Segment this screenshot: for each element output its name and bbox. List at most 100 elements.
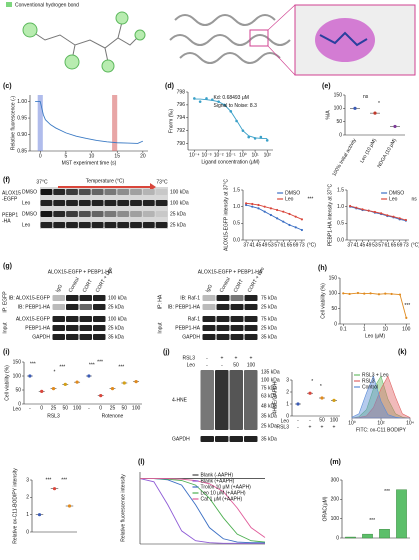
blot-band	[155, 222, 168, 228]
point	[122, 381, 126, 385]
blot-band	[93, 295, 106, 301]
y-axis-label: PEBP1-HA intensity at 37°C	[327, 183, 333, 246]
blot-band	[230, 304, 244, 310]
y-tick-label: 100	[331, 516, 340, 522]
blot-label: 63 kDa	[261, 393, 277, 399]
blot-band	[52, 316, 65, 322]
legend-label: DMSO	[285, 190, 300, 196]
blot-label: PEBP1-HA	[25, 325, 50, 331]
y-tick-label: 1	[26, 512, 29, 518]
y-tick-label: 0	[26, 529, 29, 535]
y-tick-label: 150	[13, 359, 22, 365]
x-tick-label: 10⁰	[239, 152, 247, 158]
point	[245, 203, 248, 207]
annotation: ***	[30, 361, 36, 367]
point	[63, 382, 67, 386]
blot-label: 25 kDa	[261, 423, 277, 429]
blot-label: Control	[68, 277, 81, 294]
panel-label: (k)	[398, 349, 407, 356]
point	[392, 215, 395, 218]
panel-label: (g)	[3, 263, 12, 270]
blot-label: Control	[219, 277, 232, 294]
blot-label: GAPDH	[182, 334, 200, 340]
temperature-gradient	[58, 183, 156, 191]
point	[198, 100, 202, 103]
x-tick-label: 37	[243, 242, 249, 248]
blot-band	[93, 325, 106, 331]
blot-label: 135 kDa	[261, 369, 280, 375]
y-tick-label: 50	[331, 306, 337, 312]
point	[300, 218, 303, 221]
blot-band	[52, 325, 65, 331]
legend-label: Trolox 10 μM (+AAPH)	[201, 484, 252, 490]
y-axis-label: Relative fluorescence (-)	[10, 96, 16, 151]
blot-label: IB: PEBP1-HA	[18, 304, 51, 310]
x-tick-label: 1	[363, 326, 366, 332]
annotation: ***	[59, 364, 65, 370]
y-axis-label: %IA	[325, 110, 331, 120]
blot-band	[130, 189, 142, 195]
blot-label: 50	[233, 362, 239, 368]
blot-label: IP: EGFP	[2, 291, 8, 313]
row-tick-label: -	[297, 424, 299, 430]
blot-band	[78, 189, 91, 195]
y-axis-label: Cell viability (%)	[4, 365, 10, 401]
x-tick-label: 61	[281, 242, 287, 248]
blot-band	[155, 200, 168, 206]
blot-band	[66, 200, 78, 206]
blot-label: ALOX15-EGFP	[16, 316, 51, 322]
blot-label: 25 kDa	[108, 304, 124, 310]
chart: (l) Relative fluorescence intensity Blank …	[120, 459, 266, 545]
point	[377, 293, 381, 296]
x-tick-label: 73	[403, 242, 409, 248]
blot-label: 100 kDa	[108, 316, 127, 322]
series-line	[245, 204, 303, 231]
blot-label: +	[250, 355, 253, 361]
blot-band	[66, 189, 78, 195]
x-tick-label: 69	[293, 242, 299, 248]
blot-label: Leo	[22, 222, 31, 228]
point	[110, 387, 115, 391]
legend-label: Conventional hydrogen bond	[15, 2, 79, 8]
point	[300, 228, 303, 232]
x-tick-label: 69	[397, 242, 403, 248]
blot-label: GAPDH	[32, 334, 50, 340]
y-axis-label: ORAC(μM)	[322, 496, 328, 521]
series-line	[139, 478, 265, 544]
bar	[379, 529, 390, 539]
series-area	[351, 375, 410, 419]
blot-band	[229, 370, 243, 430]
x-tick-label: -	[309, 417, 311, 423]
point	[251, 205, 254, 208]
panel-label: (i)	[3, 349, 10, 356]
x-axis-label: Leo	[281, 418, 290, 424]
blot-band	[142, 211, 155, 217]
series-line	[349, 206, 406, 222]
point	[269, 213, 272, 217]
x-axis-label: FITC: ox-C11 BODIPY	[356, 427, 407, 433]
blot-label: -	[206, 355, 208, 361]
blot-band	[230, 334, 244, 340]
point	[276, 217, 279, 220]
x-tick-label: 0	[40, 405, 43, 411]
series-line	[194, 98, 268, 139]
point	[332, 398, 336, 402]
legend-label: Leo 10 μM (+AAPH)	[201, 490, 246, 496]
point	[356, 291, 360, 295]
blot-band	[79, 316, 92, 322]
blot-label: PEBP1	[2, 212, 18, 218]
legend-label: RSL3 + Leo	[362, 372, 389, 378]
y-tick-label: 1.5	[233, 187, 240, 193]
blot-band	[244, 295, 258, 301]
point	[405, 316, 408, 319]
point	[393, 124, 397, 129]
annotation: ***	[46, 477, 52, 483]
point	[37, 513, 42, 517]
chart: 0.0 0.5 1.0 1.5 37 41 45 49 53 57 61 65 69 73 ALOX15-E…	[223, 179, 316, 251]
point	[355, 206, 358, 209]
blot-band	[130, 211, 142, 217]
x-tick-label: 0	[99, 405, 102, 411]
y-tick-label: 1	[286, 401, 289, 407]
y-tick-label: 1.0	[337, 204, 344, 210]
